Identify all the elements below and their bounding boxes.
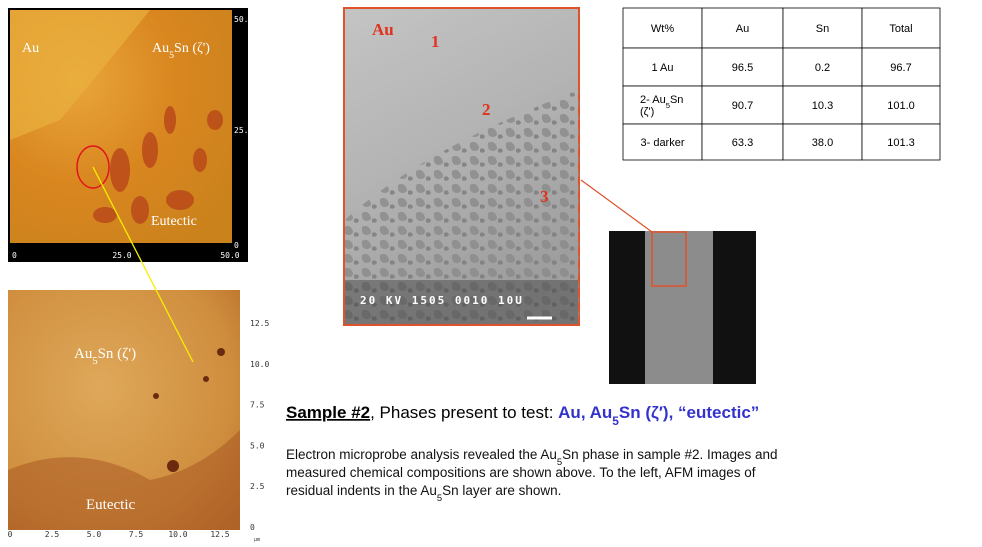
heading-phases: Sn (ζ′), “eutectic” [619,403,759,422]
point-label: 2 [482,100,491,119]
y-tick-label: 10.0 [250,360,269,369]
phase-label: Au [372,20,394,39]
slide: AuAu5Sn (ζ')Eutectic50.025.00025.050.0μm… [0,0,982,542]
row-label: 1 Au [651,62,673,74]
table-header: Au [736,23,749,35]
phase-label-part: Sn (ζ') [174,41,210,56]
x-tick-label: 50.0 [220,251,239,260]
y-tick-label: 12.5 [250,319,269,328]
x-tick-label: 0 [8,530,13,539]
x-tick-label: 12.5 [210,530,229,539]
unit-label: μm [236,264,242,270]
heading-sample: Sample #2 [286,403,370,422]
heading: Sample #2, Phases present to test: Au, A… [286,403,759,428]
table-header: Sn [816,23,829,35]
paragraph-line: residual indents in the Au5Sn layer are … [286,483,561,504]
heading-intro: , Phases present to test: [370,403,558,422]
x-tick-label: 7.5 [129,530,144,539]
row-label-part: 1 Au [651,62,673,74]
table-value: 101.3 [887,137,915,149]
paragraph-line-part: Sn layer are shown. [442,483,561,498]
row-label-part: Sn [670,94,683,106]
table-value: 96.5 [732,62,753,74]
x-tick-label: 25.0 [112,251,131,260]
table-header: Total [889,23,912,35]
x-tick-label: 2.5 [45,530,60,539]
row-label-part: 2- Au [640,94,666,106]
table-value: 101.0 [887,100,915,112]
y-tick-label: 7.5 [250,401,265,410]
table-value: 0.2 [815,62,830,74]
optical-band [645,231,713,384]
paragraph-line-part: measured chemical compositions are shown… [286,465,756,480]
table-value: 96.7 [890,62,911,74]
x-tick-label: 0 [12,251,17,260]
row-label-part: (ζ') [640,106,654,118]
phase-label: Au [22,41,39,56]
zoom-line [581,180,652,232]
y-tick-label: 0 [250,523,255,532]
y-tick-label: 2.5 [250,482,265,491]
phase-label: Eutectic [86,497,135,513]
y-tick-label: 5.0 [250,441,265,450]
y-tick-label: 0 [234,241,239,250]
paragraph-line-part: Sn phase in sample #2. Images and [562,447,777,462]
unit-label: μm [254,537,260,542]
paragraph-line-part: residual indents in the Au [286,483,437,498]
row-label-part: 3- darker [640,137,684,149]
phase-label-part: Au [152,41,169,56]
y-tick-label: 25.0 [234,126,253,135]
row-label: (ζ') [640,106,654,118]
phase-label-part: Au [74,346,93,362]
table-value: 10.3 [812,100,833,112]
heading-phases: Au, Au [558,403,612,422]
row-label: 3- darker [640,137,684,149]
table-value: 63.3 [732,137,753,149]
point-label: 3 [540,187,549,206]
y-tick-label: 50.0 [234,15,253,24]
table-value: 90.7 [732,100,753,112]
table-header: Wt% [651,23,674,35]
x-tick-label: 5.0 [87,530,102,539]
x-tick-label: 10.0 [168,530,187,539]
point-label: 1 [431,32,440,51]
table-value: 38.0 [812,137,833,149]
sem-info: 20 KV 1505 0010 10U [360,294,524,307]
page: {"afm_large": {"au": "Au", "phase": ["Au… [0,0,982,542]
phase-label: Eutectic [151,214,197,229]
paragraph-line-part: Electron microprobe analysis revealed th… [286,447,557,462]
paragraph-line: measured chemical compositions are shown… [286,465,756,480]
phase-label-part: Sn (ζ') [98,346,137,362]
body: AuAu5Sn (ζ')Eutectic50.025.00025.050.0μm… [0,0,982,542]
